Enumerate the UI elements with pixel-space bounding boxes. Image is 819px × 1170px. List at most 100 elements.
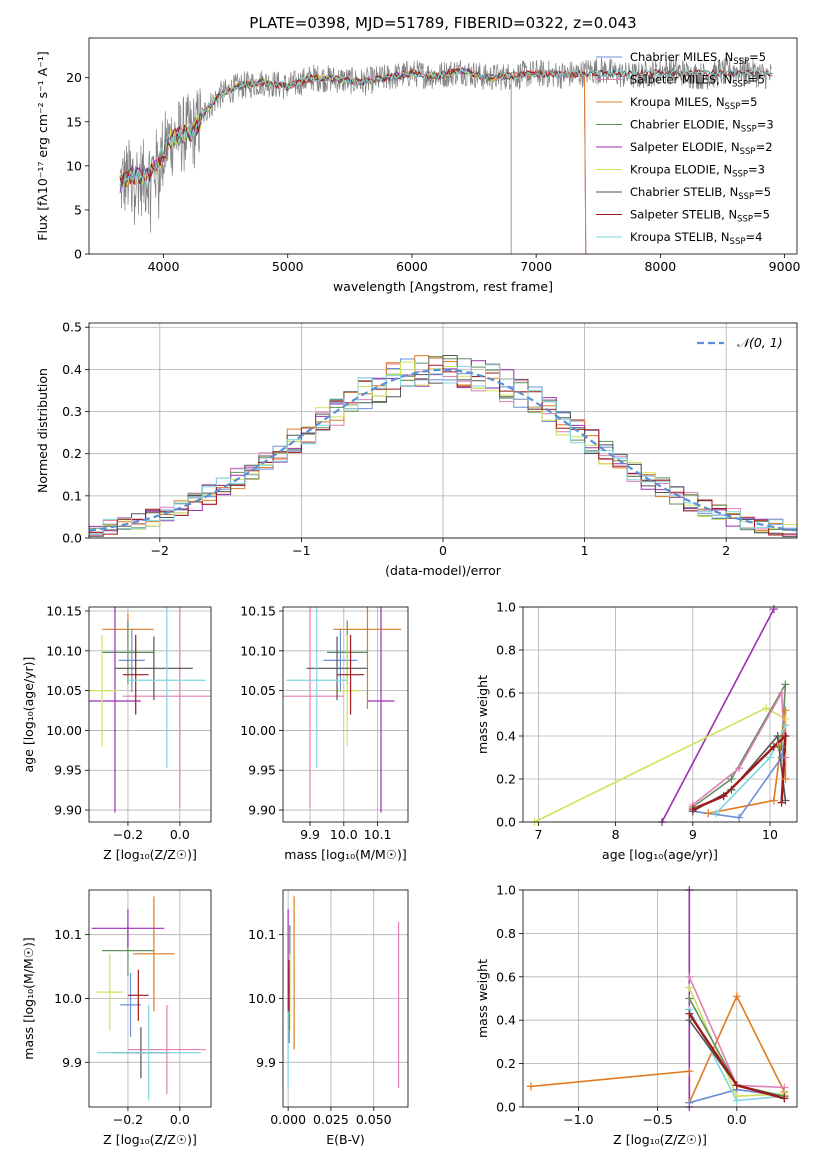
x-tick-label: −1.0 [563, 1112, 593, 1127]
y-tick-label: 9.9 [256, 1055, 276, 1070]
y-tick-label: 10.00 [46, 723, 82, 738]
plot-area-age_vs_mass [283, 607, 402, 813]
y-tick-label: 10 [66, 158, 82, 173]
legend-label: Chabrier ELODIE, NSSP=3 [630, 118, 774, 135]
data-spectrum-line [119, 56, 773, 233]
plot-area-mass_vs_Z [91, 896, 206, 1101]
model-line-chabrier-miles [119, 66, 587, 254]
errorbar-point-chabrier-miles [118, 628, 145, 693]
y-tick-label: 0.4 [496, 1013, 516, 1028]
axes-frame-age_vs_mass [282, 606, 409, 823]
y-tick-label: 15 [66, 114, 82, 129]
y-tick-label: 0.2 [62, 446, 82, 461]
weight-marker [781, 721, 790, 730]
plot-area-age_vs_Z [89, 607, 211, 813]
y-axis-label: Flux [fλ10⁻¹⁷ erg cm⁻² s⁻¹ A⁻¹] [35, 51, 50, 240]
y-tick-label: 10.05 [240, 683, 276, 698]
axes-frame-spectrum [88, 37, 798, 255]
legend-label: Kroupa STELIB, NSSP=4 [630, 230, 762, 247]
y-tick-label: 0.4 [62, 362, 82, 377]
y-tick-label: 9.95 [248, 763, 276, 778]
y-tick-label: 0.4 [496, 729, 516, 744]
y-tick-label: 10.1 [248, 927, 276, 942]
histogram-kroupa-stelib [89, 364, 797, 536]
plot-area-mass_vs_ebv [287, 896, 400, 1088]
chart-age_vs_mass: 9.9 10.0 10.1 9.90 9.95 10.00 10.05 10.10 10.15 m… [240, 603, 409, 862]
errorbar-point-salpeter-stelib [337, 634, 365, 715]
weight-marker [773, 732, 782, 740]
weight-marker [781, 732, 790, 740]
errorbar-point-kroupa-elodie [89, 634, 118, 747]
weight-marker [777, 798, 786, 807]
errorbar-point-salpeter-stelib [127, 969, 149, 1021]
normal-reference-curve [89, 368, 797, 532]
y-axis-label: mass [log₁₀(M/M☉)] [21, 937, 36, 1059]
model-line-kroupa-elodie [119, 68, 512, 254]
y-tick-label: 10.0 [248, 991, 276, 1006]
y-tick-label: 0.8 [496, 926, 516, 941]
weight-marker [735, 813, 744, 822]
errorbar-point-salpeter-miles [127, 1004, 206, 1095]
weight-marker [526, 1082, 535, 1091]
errorbar-point-salpeter-miles [283, 607, 344, 808]
weight-marker [685, 983, 694, 992]
errorbar-point-chabrier-miles [120, 972, 141, 1037]
chart-title: PLATE=0398, MJD=51789, FIBERID=0322, z=0… [249, 14, 636, 32]
x-tick-label: 7000 [520, 259, 552, 274]
y-tick-label: 0.0 [496, 815, 516, 830]
chart-mass_vs_Z: −0.2 0.0 9.9 10.0 10.1 Z [log₁₀(Z/Z☉)] mass [l… [21, 889, 212, 1147]
x-tick-label: −0.2 [113, 1112, 143, 1127]
x-tick-label: 5000 [272, 259, 304, 274]
legend-label: Chabrier STELIB, NSSP=5 [630, 185, 771, 202]
model-line-kroupa-miles [119, 68, 587, 254]
chart-massweight_vs_Z: −1.0 −0.5 0.0 0.0 0.2 0.4 0.6 0.8 1.0 Z [log₁₀(Z/… [475, 883, 798, 1147]
weight-marker [732, 1096, 741, 1105]
x-axis-label: Z [log₁₀(Z/Z☉)] [103, 847, 197, 862]
y-tick-label: 10.10 [240, 643, 276, 658]
x-tick-label: −1 [292, 543, 310, 558]
x-tick-label: 0.0 [170, 827, 190, 842]
axes-frame-massweight_vs_Z [522, 889, 798, 1108]
y-tick-label: 9.9 [62, 1055, 82, 1070]
weight-marker [781, 706, 790, 715]
y-tick-label: 0.2 [496, 772, 516, 787]
weight-marker [711, 809, 720, 818]
errorbar-point-salpeter-elodie [367, 607, 395, 813]
weight-marker [732, 992, 741, 1001]
model-line-chabrier-elodie [119, 67, 512, 254]
x-axis-label: age [log₁₀(age/yr)] [602, 847, 718, 862]
errorbar-point-kroupa-elodie [333, 634, 361, 747]
x-tick-label: 7 [534, 827, 542, 842]
model-line-kroupa-stelib [119, 67, 773, 192]
y-tick-label: 0.6 [496, 969, 516, 984]
errorbar-point-chabrier-miles [323, 628, 358, 693]
y-tick-label: 10.1 [54, 927, 82, 942]
errorbar-point-kroupa-miles [133, 896, 175, 1012]
x-tick-label: −0.5 [642, 1112, 672, 1127]
weight-marker [685, 994, 694, 1003]
weight-marker [777, 689, 786, 697]
weight-marker [685, 1009, 694, 1018]
y-tick-label: 0 [74, 247, 82, 262]
y-tick-label: 0.0 [62, 531, 82, 546]
model-line-salpeter-elodie [119, 66, 512, 254]
x-tick-label: −0.2 [113, 827, 143, 842]
x-tick-label: 0.050 [356, 1112, 392, 1127]
chart-spectrum: 4000 5000 6000 7000 8000 9000 0 5 10 15 20 waveleng… [35, 14, 801, 294]
errorbar-point-salpeter-stelib [122, 634, 149, 715]
histogram-salpeter-stelib [89, 364, 797, 536]
model-line-salpeter-miles [119, 67, 587, 254]
y-tick-label: 5 [74, 202, 82, 217]
y-tick-label: 9.95 [54, 763, 82, 778]
weight-marker [727, 785, 736, 794]
y-tick-label: 10.05 [46, 683, 82, 698]
weight-marker [765, 753, 774, 762]
weight-marker [769, 605, 778, 614]
errorbar-point-kroupa-miles [333, 607, 402, 709]
weight-marker [685, 972, 694, 981]
errorbar-point-kroupa-stelib [96, 1004, 201, 1101]
x-tick-label: 6000 [396, 259, 428, 274]
legend-label: Chabrier MILES, NSSP=5 [630, 50, 766, 67]
axes-frame-mass_vs_Z [88, 889, 212, 1108]
